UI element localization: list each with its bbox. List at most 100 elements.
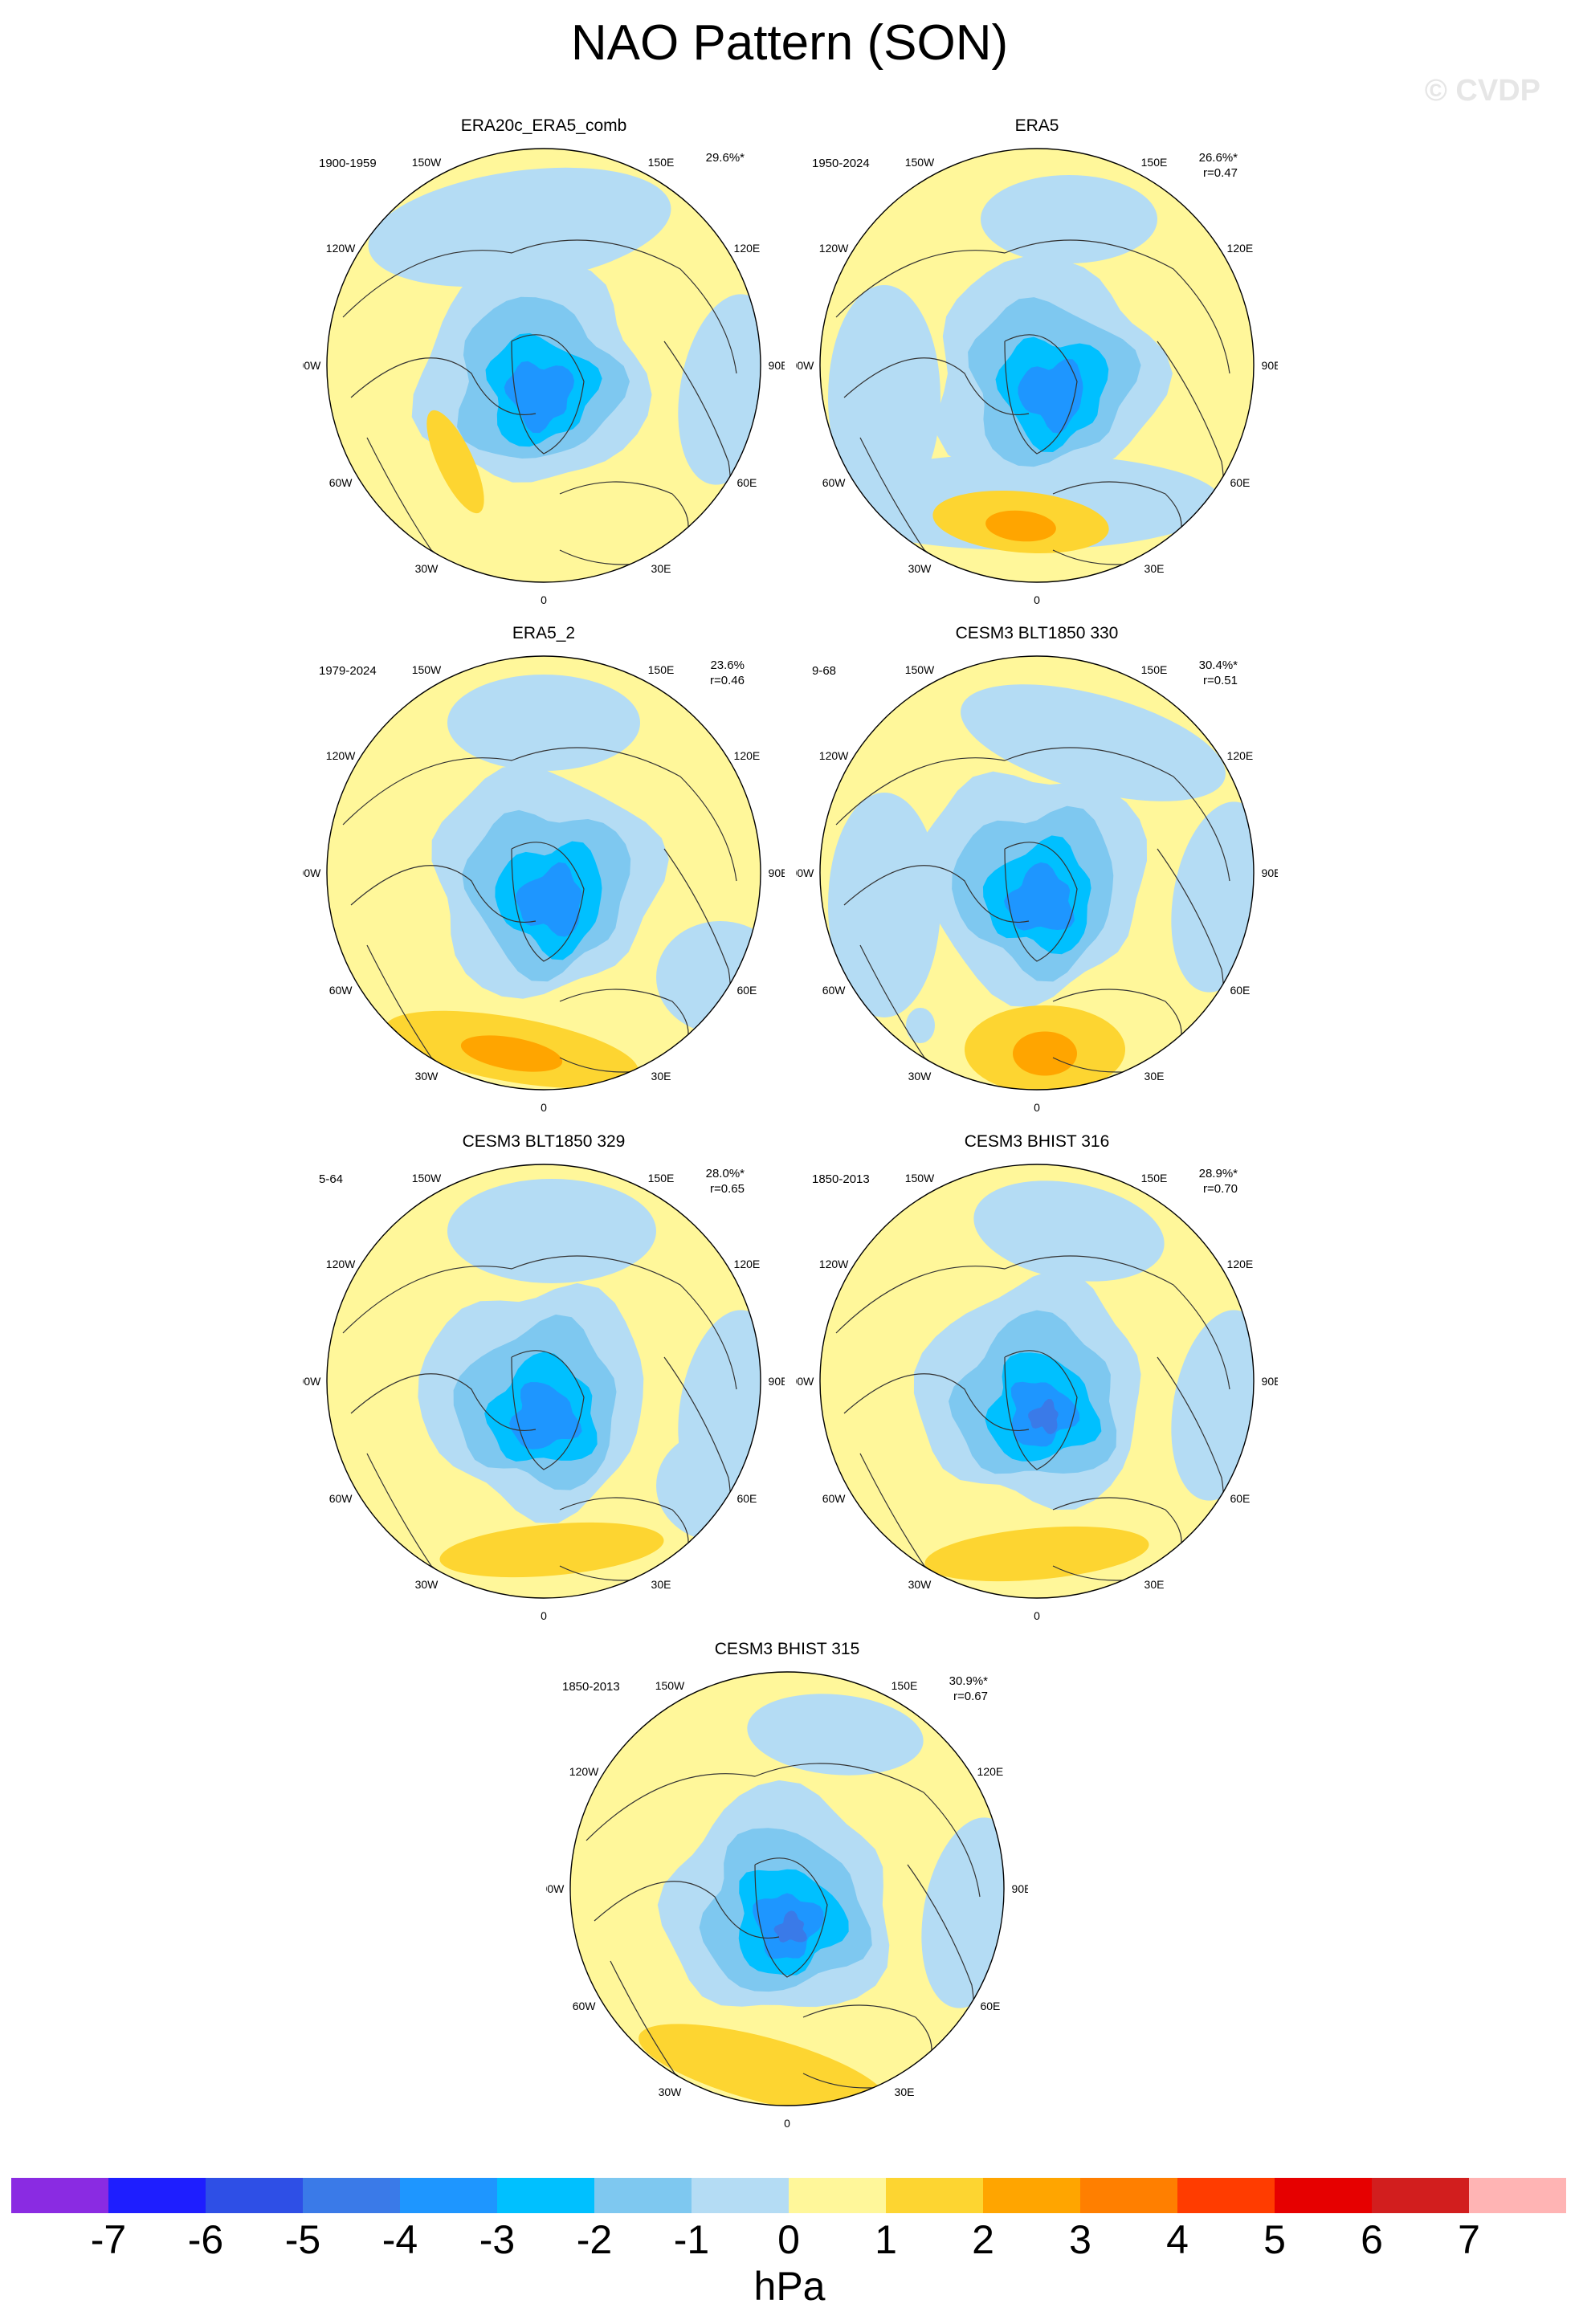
longitude-label: 120E xyxy=(977,1765,1004,1778)
longitude-label: 120W xyxy=(569,1765,599,1778)
longitude-label: 0 xyxy=(541,1609,547,1622)
panel-title: ERA5 xyxy=(1014,116,1059,135)
coastlines xyxy=(835,747,1230,1090)
high-anomaly-atlantic xyxy=(439,1522,664,1578)
panel-period: 5-64 xyxy=(319,1172,344,1186)
longitude-label: 60E xyxy=(980,2000,1000,2012)
colorbar-tick-label: 5 xyxy=(1263,2217,1286,2262)
colorbar-swatch xyxy=(1469,2178,1566,2213)
low-anomaly-east xyxy=(656,921,761,1034)
longitude-label: 150E xyxy=(648,663,675,676)
map-border xyxy=(326,655,761,1091)
high-anomaly-core xyxy=(460,1035,563,1072)
longitude-label: 60W xyxy=(573,2000,597,2012)
anomaly-field xyxy=(820,149,1254,582)
map-panel: 180150E120E90E60E30E030W60W90W120W150WER… xyxy=(303,624,785,1122)
colorbar-swatch xyxy=(789,2178,886,2213)
map-border xyxy=(326,1164,761,1599)
longitude-label: 30W xyxy=(659,2085,683,2098)
panel-statistics: 28.9%* r=0.70 xyxy=(1198,1167,1238,1196)
anomaly-field xyxy=(570,1672,1004,2106)
longitude-label: 150E xyxy=(892,1679,918,1692)
colorbar-swatch xyxy=(692,2178,789,2213)
colorbar-tick-label: -1 xyxy=(673,2217,710,2262)
high-anomaly-atlantic xyxy=(639,2024,887,2106)
colorbar-swatch xyxy=(303,2178,400,2213)
longitude-label: 150W xyxy=(905,1172,935,1184)
longitude-label: 120E xyxy=(734,1258,761,1270)
longitude-label: 150E xyxy=(648,156,675,169)
panel-title: ERA20c_ERA5_comb xyxy=(460,116,627,135)
longitude-label: 60W xyxy=(822,1492,847,1505)
panel-statistics: 30.9%* r=0.67 xyxy=(949,1674,988,1703)
colorbar-swatch xyxy=(206,2178,303,2213)
longitude-label: 90E xyxy=(769,866,785,879)
colorbar-tick-label: -5 xyxy=(284,2217,321,2262)
longitude-label: 30W xyxy=(415,1578,439,1591)
longitude-label: 60W xyxy=(329,476,353,489)
panel-period: 9-68 xyxy=(812,664,837,678)
longitude-label: 30E xyxy=(651,562,671,575)
polar-map: 180150E120E90E60E30E030W60W90W120W150W xyxy=(303,148,785,606)
colorbar-swatch xyxy=(594,2178,692,2213)
colorbar-swatch xyxy=(1080,2178,1177,2213)
longitude-label: 60E xyxy=(1230,476,1250,489)
high-anomaly-atlantic xyxy=(924,1526,1149,1582)
longitude-label: 90E xyxy=(769,1375,785,1388)
longitude-label: 90E xyxy=(1012,1882,1028,1895)
colorbar-tick-label: 4 xyxy=(1166,2217,1189,2262)
longitude-label: 90E xyxy=(1262,359,1278,372)
anomaly-field xyxy=(327,149,761,582)
low-anomaly-centre xyxy=(509,1382,582,1449)
panel-period: 1850-2013 xyxy=(562,1680,620,1694)
longitude-label: 150E xyxy=(1141,1172,1168,1184)
longitude-label: 150E xyxy=(648,1172,675,1184)
longitude-label: 60W xyxy=(329,984,353,997)
longitude-label: 150E xyxy=(1141,156,1168,169)
longitude-label: 30W xyxy=(415,1070,439,1082)
colorbar-swatch xyxy=(400,2178,497,2213)
longitude-label: 150E xyxy=(1141,663,1168,676)
colorbar-tick-label: 6 xyxy=(1361,2217,1383,2262)
high-anomaly-atlantic xyxy=(426,410,484,514)
colorbar-swatch xyxy=(497,2178,594,2213)
longitude-label: 30E xyxy=(1144,1578,1165,1591)
longitude-label: 30E xyxy=(1144,1070,1165,1082)
low-anomaly-pacific xyxy=(447,1179,656,1283)
longitude-label: 120W xyxy=(326,242,356,255)
low-anomaly-pacific xyxy=(747,1694,924,1776)
colorbar-tick-label: -6 xyxy=(187,2217,224,2262)
panel-title: CESM3 BHIST 316 xyxy=(964,1132,1110,1151)
colorbar-tick-label: -4 xyxy=(381,2217,418,2262)
low-anomaly-east xyxy=(656,1429,761,1542)
polar-map: 180150E120E90E60E30E030W60W90W120W150W xyxy=(796,1164,1278,1622)
map-panel: 180150E120E90E60E30E030W60W90W120W150WCE… xyxy=(796,624,1278,1122)
longitude-label: 150W xyxy=(905,663,935,676)
longitude-label: 150W xyxy=(412,663,442,676)
map-border xyxy=(569,1671,1005,2106)
polar-map: 180150E120E90E60E30E030W60W90W120W150W xyxy=(303,655,785,1114)
longitude-label: 120W xyxy=(819,1258,849,1270)
map-panel: 180150E120E90E60E30E030W60W90W120W150WER… xyxy=(303,116,785,614)
low-anomaly-pacific xyxy=(447,675,640,771)
anomaly-field xyxy=(820,1164,1254,1598)
longitude-label: 0 xyxy=(541,593,547,606)
longitude-label: 30W xyxy=(908,562,932,575)
low-anomaly-centre xyxy=(1004,862,1075,931)
colorbar-swatch xyxy=(886,2178,983,2213)
colorbar-tick-label: 7 xyxy=(1458,2217,1480,2262)
longitude-label: 60E xyxy=(1230,1492,1250,1505)
panel-statistics: 28.0%* r=0.65 xyxy=(705,1167,745,1196)
low-anomaly-peak xyxy=(1028,1399,1059,1435)
polar-map: 180150E120E90E60E30E030W60W90W120W150W xyxy=(546,1671,1028,2130)
longitude-label: 150W xyxy=(412,156,442,169)
colorbar-tick-label: 1 xyxy=(875,2217,897,2262)
polar-map: 180150E120E90E60E30E030W60W90W120W150W xyxy=(303,1164,785,1622)
low-anomaly-centre xyxy=(516,862,582,937)
map-border xyxy=(326,148,761,583)
panel-title: ERA5_2 xyxy=(512,624,576,642)
panel-statistics: 29.6%* xyxy=(705,151,745,165)
panel-statistics: 30.4%* r=0.51 xyxy=(1198,658,1238,687)
longitude-label: 90W xyxy=(303,866,321,879)
longitude-label: 90W xyxy=(303,1375,321,1388)
